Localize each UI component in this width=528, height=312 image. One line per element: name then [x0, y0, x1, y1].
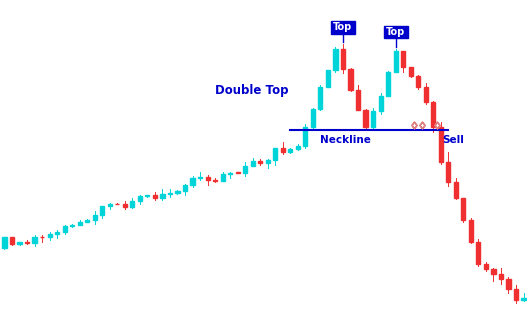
Bar	[416, 76, 420, 87]
Bar	[266, 159, 270, 163]
Bar	[522, 298, 525, 300]
Bar	[446, 162, 450, 182]
Bar	[296, 146, 300, 149]
Bar	[161, 194, 165, 198]
Bar	[85, 220, 89, 222]
Bar	[63, 226, 67, 232]
Bar	[175, 191, 180, 193]
Bar	[363, 110, 367, 127]
Bar	[25, 242, 29, 243]
FancyBboxPatch shape	[384, 26, 408, 38]
Bar	[145, 195, 149, 196]
Bar	[213, 180, 217, 181]
Bar	[393, 51, 398, 72]
Bar	[326, 70, 330, 87]
Bar	[122, 204, 127, 207]
Bar	[221, 174, 225, 181]
Bar	[78, 222, 82, 225]
Bar	[243, 166, 247, 173]
Bar	[348, 69, 353, 90]
Bar	[251, 161, 255, 166]
Bar	[235, 172, 240, 173]
Bar	[100, 207, 105, 215]
Bar	[311, 109, 315, 127]
Bar	[499, 274, 503, 279]
Bar	[168, 193, 172, 194]
Text: Double Top: Double Top	[215, 84, 289, 97]
Bar	[454, 182, 458, 198]
Bar	[10, 237, 14, 244]
Text: Top: Top	[333, 22, 353, 32]
Bar	[356, 90, 360, 110]
Bar	[333, 49, 337, 70]
Bar	[273, 148, 277, 159]
Bar	[409, 67, 413, 76]
Bar	[423, 87, 428, 102]
Bar	[130, 201, 135, 207]
Bar	[48, 234, 52, 237]
Bar	[198, 177, 202, 178]
Bar	[33, 237, 36, 243]
Text: Neckline: Neckline	[320, 135, 371, 145]
Bar	[92, 215, 97, 220]
Bar	[17, 242, 22, 244]
Bar	[439, 127, 443, 162]
Bar	[476, 242, 480, 264]
Bar	[228, 173, 232, 174]
Bar	[484, 264, 488, 269]
Bar	[138, 196, 142, 201]
Bar	[205, 177, 210, 180]
Bar	[431, 102, 436, 127]
FancyBboxPatch shape	[331, 22, 355, 33]
Bar	[3, 237, 6, 247]
Bar	[318, 87, 323, 109]
Bar	[115, 203, 119, 204]
Bar	[303, 127, 307, 146]
Text: Top: Top	[386, 27, 406, 37]
Bar	[55, 232, 59, 234]
Bar	[461, 198, 465, 220]
Bar	[386, 72, 390, 96]
Bar	[401, 51, 406, 67]
Bar	[492, 269, 495, 274]
Text: Sell: Sell	[442, 135, 464, 145]
Bar	[70, 225, 74, 226]
Bar	[281, 148, 285, 152]
Bar	[288, 149, 293, 152]
Bar	[506, 279, 511, 289]
Bar	[371, 110, 375, 127]
Bar	[191, 178, 195, 185]
Bar	[341, 49, 345, 69]
Bar	[258, 161, 262, 163]
Bar	[469, 220, 473, 242]
Bar	[153, 195, 157, 198]
Bar	[108, 203, 112, 207]
Bar	[379, 96, 383, 110]
Bar	[514, 289, 518, 300]
Bar	[183, 185, 187, 191]
